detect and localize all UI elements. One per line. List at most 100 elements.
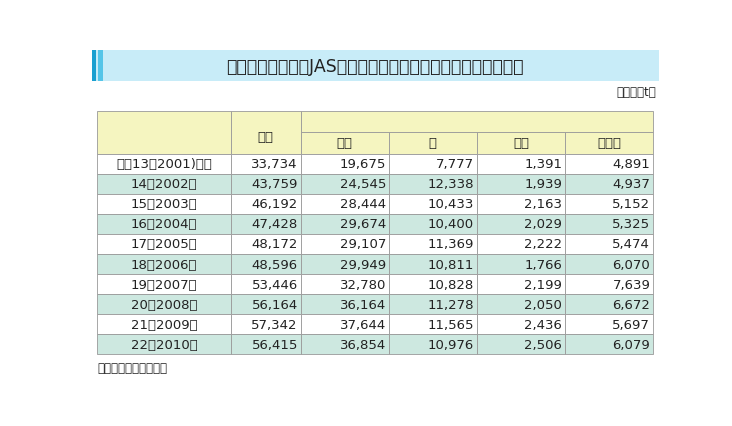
Bar: [231, 174, 301, 194]
Bar: [231, 112, 301, 154]
Text: 5,325: 5,325: [612, 218, 650, 231]
Bar: [301, 254, 389, 274]
Bar: [301, 214, 389, 234]
Text: 36,164: 36,164: [340, 298, 386, 311]
Bar: [565, 174, 653, 194]
Bar: [565, 234, 653, 254]
Text: 資料：農林水産省調べ: 資料：農林水産省調べ: [97, 361, 167, 374]
Bar: [477, 194, 565, 214]
Text: 56,415: 56,415: [252, 338, 298, 351]
Bar: [477, 274, 565, 294]
Bar: [301, 234, 389, 254]
Bar: [97, 334, 231, 354]
Bar: [477, 334, 565, 354]
Text: 5,697: 5,697: [613, 318, 650, 331]
Bar: [389, 174, 477, 194]
Text: 43,759: 43,759: [252, 178, 298, 191]
Text: 合計: 合計: [258, 131, 274, 144]
Bar: [477, 214, 565, 234]
Text: 10,976: 10,976: [427, 338, 474, 351]
Bar: [301, 174, 389, 194]
Text: 21（2009）: 21（2009）: [131, 318, 198, 331]
Bar: [92, 51, 659, 82]
Text: 2,163: 2,163: [524, 198, 562, 211]
Bar: [97, 154, 231, 174]
Bar: [477, 133, 565, 154]
Bar: [97, 214, 231, 234]
Text: その他: その他: [597, 137, 621, 150]
Text: 20（2008）: 20（2008）: [131, 298, 197, 311]
Bar: [389, 194, 477, 214]
Text: 6,079: 6,079: [613, 338, 650, 351]
Text: 5,474: 5,474: [613, 238, 650, 251]
Text: 29,674: 29,674: [340, 218, 386, 231]
Text: （単位：t）: （単位：t）: [616, 86, 656, 98]
Bar: [231, 274, 301, 294]
Text: 5,152: 5,152: [612, 198, 650, 211]
Bar: [477, 254, 565, 274]
Text: 46,192: 46,192: [252, 198, 298, 211]
Bar: [565, 334, 653, 354]
Text: 2,029: 2,029: [524, 218, 562, 231]
Bar: [97, 254, 231, 274]
Text: 48,596: 48,596: [252, 258, 298, 271]
Bar: [301, 154, 389, 174]
Bar: [301, 314, 389, 334]
Text: 2,506: 2,506: [524, 338, 562, 351]
Bar: [565, 294, 653, 314]
Bar: [477, 234, 565, 254]
Text: 10,400: 10,400: [428, 218, 474, 231]
Text: 米: 米: [429, 137, 437, 150]
Bar: [477, 314, 565, 334]
Bar: [389, 154, 477, 174]
Bar: [389, 294, 477, 314]
Text: 15（2003）: 15（2003）: [130, 198, 198, 211]
Text: 24,545: 24,545: [340, 178, 386, 191]
Bar: [389, 274, 477, 294]
Text: 4,937: 4,937: [613, 178, 650, 191]
Text: 48,172: 48,172: [252, 238, 298, 251]
Text: 7,777: 7,777: [436, 158, 474, 171]
Bar: [231, 214, 301, 234]
Bar: [97, 174, 231, 194]
Bar: [231, 314, 301, 334]
Text: 2,222: 2,222: [524, 238, 562, 251]
Text: 2,436: 2,436: [524, 318, 562, 331]
Bar: [97, 274, 231, 294]
Text: 果実: 果実: [513, 137, 529, 150]
Bar: [477, 174, 565, 194]
Text: 2,199: 2,199: [524, 278, 562, 291]
Text: 14（2002）: 14（2002）: [131, 178, 198, 191]
Bar: [301, 294, 389, 314]
Bar: [477, 294, 565, 314]
Bar: [301, 334, 389, 354]
Text: 12,338: 12,338: [427, 178, 474, 191]
Text: 29,107: 29,107: [340, 238, 386, 251]
Text: 32,780: 32,780: [340, 278, 386, 291]
Bar: [565, 133, 653, 154]
Bar: [97, 234, 231, 254]
Text: 1,766: 1,766: [524, 258, 562, 271]
Bar: [389, 234, 477, 254]
Bar: [389, 133, 477, 154]
Text: 33,734: 33,734: [251, 158, 298, 171]
Text: 29,949: 29,949: [340, 258, 386, 271]
Text: 11,278: 11,278: [427, 298, 474, 311]
Bar: [98, 51, 102, 82]
Text: 11,369: 11,369: [427, 238, 474, 251]
Text: 4,891: 4,891: [613, 158, 650, 171]
Bar: [97, 112, 231, 154]
Bar: [301, 133, 389, 154]
Text: 16（2004）: 16（2004）: [131, 218, 197, 231]
Text: 47,428: 47,428: [252, 218, 298, 231]
Text: 22（2010）: 22（2010）: [130, 338, 198, 351]
Bar: [97, 294, 231, 314]
Text: 2,050: 2,050: [524, 298, 562, 311]
Bar: [231, 234, 301, 254]
Text: 56,164: 56,164: [252, 298, 298, 311]
Text: 57,342: 57,342: [251, 318, 298, 331]
Text: 18（2006）: 18（2006）: [131, 258, 197, 271]
Bar: [231, 154, 301, 174]
Bar: [565, 214, 653, 234]
Bar: [389, 314, 477, 334]
